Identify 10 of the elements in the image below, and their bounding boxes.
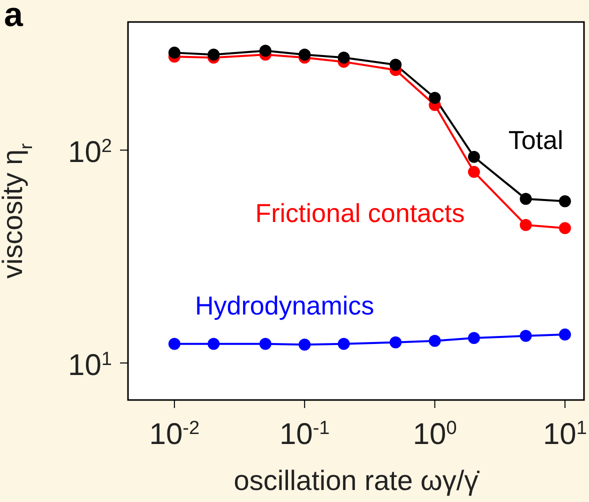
x-axis-title: oscillation rate ωγ/γ̇ — [234, 465, 480, 496]
series-label: Total — [508, 124, 564, 155]
x-tick-label: 10$^{0}$ — [412, 418, 457, 451]
x-tick-label: 10$^{-2}$ — [149, 418, 200, 451]
x-tick-label: 10$^{-1}$ — [279, 418, 330, 451]
y-tick-label: 10$^{2}$ — [68, 136, 112, 170]
series-label: Frictional contacts — [255, 198, 465, 228]
text: a — [4, 0, 23, 35]
x-tick-label: 10$^{1}$ — [543, 418, 587, 451]
series-label: Hydrodynamics — [195, 290, 374, 321]
